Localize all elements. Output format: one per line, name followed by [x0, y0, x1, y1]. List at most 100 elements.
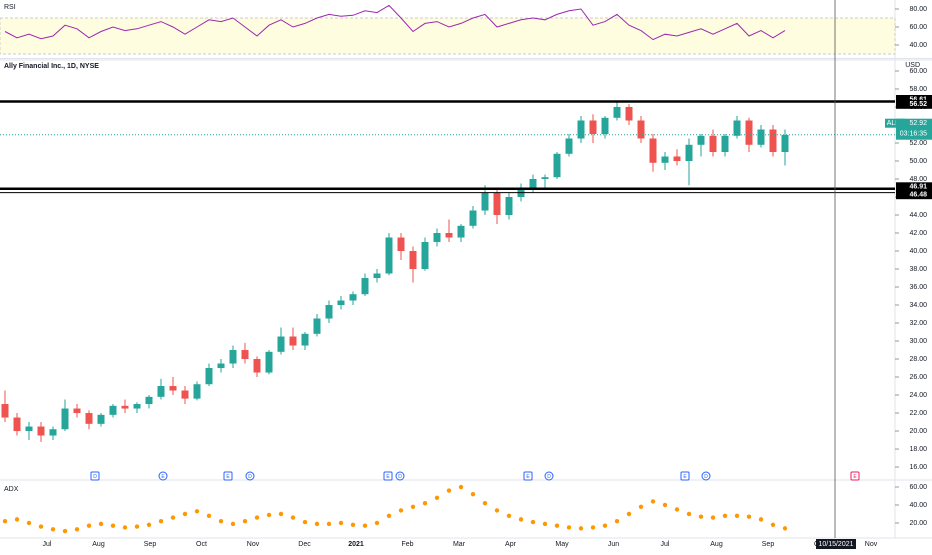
adx-dot	[146, 522, 152, 527]
event-label: D	[93, 474, 97, 480]
adx-dot	[782, 526, 788, 531]
adx-dot	[710, 515, 716, 520]
candle-body	[469, 210, 477, 226]
y-tick-label: 38.00	[909, 266, 927, 273]
rsi-band	[0, 17, 896, 55]
candle-body	[589, 120, 597, 134]
x-tick-label: Jul	[661, 541, 670, 548]
candle-body	[277, 336, 285, 352]
adx-dot	[194, 509, 200, 514]
y-tick-label: 48.00	[909, 176, 927, 183]
x-tick-label: Mar	[453, 541, 466, 548]
adx-dot	[614, 518, 620, 524]
candle-body	[337, 300, 345, 306]
adx-dot	[470, 492, 476, 497]
event-label: E	[161, 474, 165, 480]
candle-body	[229, 350, 237, 364]
adx-dot	[602, 523, 608, 528]
currency: USD	[905, 62, 920, 69]
adx-dot	[566, 525, 572, 530]
adx-dot	[638, 504, 644, 509]
symbol-label: ALLY	[887, 120, 904, 127]
candle-body	[1, 404, 9, 418]
candle-body	[433, 233, 441, 243]
adx-dot	[578, 526, 584, 531]
adx-dot	[314, 521, 320, 527]
y-tick-label: 18.00	[909, 446, 927, 453]
candle-body	[373, 273, 381, 279]
candle-body	[637, 120, 645, 139]
rsi-title: RSI	[4, 4, 16, 11]
y-tick-label: 26.00	[909, 374, 927, 381]
candle-body	[757, 129, 765, 145]
adx-dot	[698, 514, 704, 519]
adx-dot	[686, 511, 692, 517]
candle-body	[157, 386, 165, 397]
y-tick-label: 58.00	[909, 86, 927, 93]
adx-dot	[410, 504, 416, 509]
candle-body	[625, 106, 633, 121]
adx-dot	[674, 507, 680, 512]
x-tick-label: Oct	[196, 541, 207, 548]
candle-body	[565, 138, 573, 154]
candle-body	[601, 117, 609, 134]
x-tick-label: 2021	[348, 541, 364, 548]
adx-dot	[458, 484, 464, 490]
adx-dot	[50, 527, 56, 532]
candle-body	[733, 120, 741, 136]
y-tick-label: 80.00	[909, 6, 927, 13]
candle-body	[661, 156, 669, 163]
x-tick-label: Sep	[144, 541, 157, 548]
adx-dot	[134, 524, 140, 529]
candle-body	[529, 178, 537, 188]
countdown: 03:16:35	[900, 131, 927, 138]
adx-dot	[302, 519, 308, 525]
y-tick-label: 24.00	[909, 392, 927, 399]
event-marker	[523, 471, 533, 481]
x-tick-label: Aug	[92, 541, 105, 548]
last-price-tag	[896, 118, 932, 140]
candle-body	[73, 408, 81, 414]
candle-body	[673, 156, 681, 161]
candle-body	[61, 408, 69, 430]
adx-dot	[350, 522, 356, 527]
event-marker	[158, 471, 168, 481]
event-marker	[395, 471, 405, 481]
y-tick-label: 34.00	[909, 302, 927, 309]
candle-body	[457, 225, 465, 238]
adx-dot	[542, 521, 548, 527]
candle-body	[205, 368, 213, 385]
candle-body	[781, 134, 789, 152]
candle-body	[649, 138, 657, 163]
candle-body	[121, 405, 129, 409]
x-tick-label: Feb	[401, 541, 413, 548]
y-tick-label: 32.00	[909, 320, 927, 327]
adx-dot	[110, 523, 116, 528]
candle-body	[193, 384, 201, 399]
y-tick-label: 28.00	[909, 356, 927, 363]
main-title: Ally Financial Inc., 1D, NYSE	[4, 63, 99, 70]
adx-dot	[74, 527, 80, 532]
candle-body	[253, 359, 261, 373]
x-tick-label: Nov	[865, 541, 878, 548]
adx-dot	[482, 501, 488, 506]
symbol-tag	[885, 118, 905, 128]
y-tick-label: 44.00	[909, 212, 927, 219]
last-price-label: 52.92	[909, 120, 927, 127]
adx-title: ADX	[4, 486, 19, 493]
adx-dot	[746, 514, 752, 519]
event-label: D	[704, 474, 708, 480]
x-tick-label: Apr	[505, 541, 517, 548]
candle-body	[493, 192, 501, 216]
adx-dot	[338, 520, 344, 526]
event-marker	[223, 471, 233, 481]
event-label: D	[547, 474, 551, 480]
adx-dot	[422, 501, 428, 506]
adx-dot	[758, 517, 764, 522]
adx-dot	[242, 518, 248, 524]
candle-body	[445, 233, 453, 238]
y-tick-label: 40.00	[909, 42, 927, 49]
candle-body	[97, 414, 105, 424]
candle-body	[361, 278, 369, 295]
price-tag	[896, 190, 932, 200]
